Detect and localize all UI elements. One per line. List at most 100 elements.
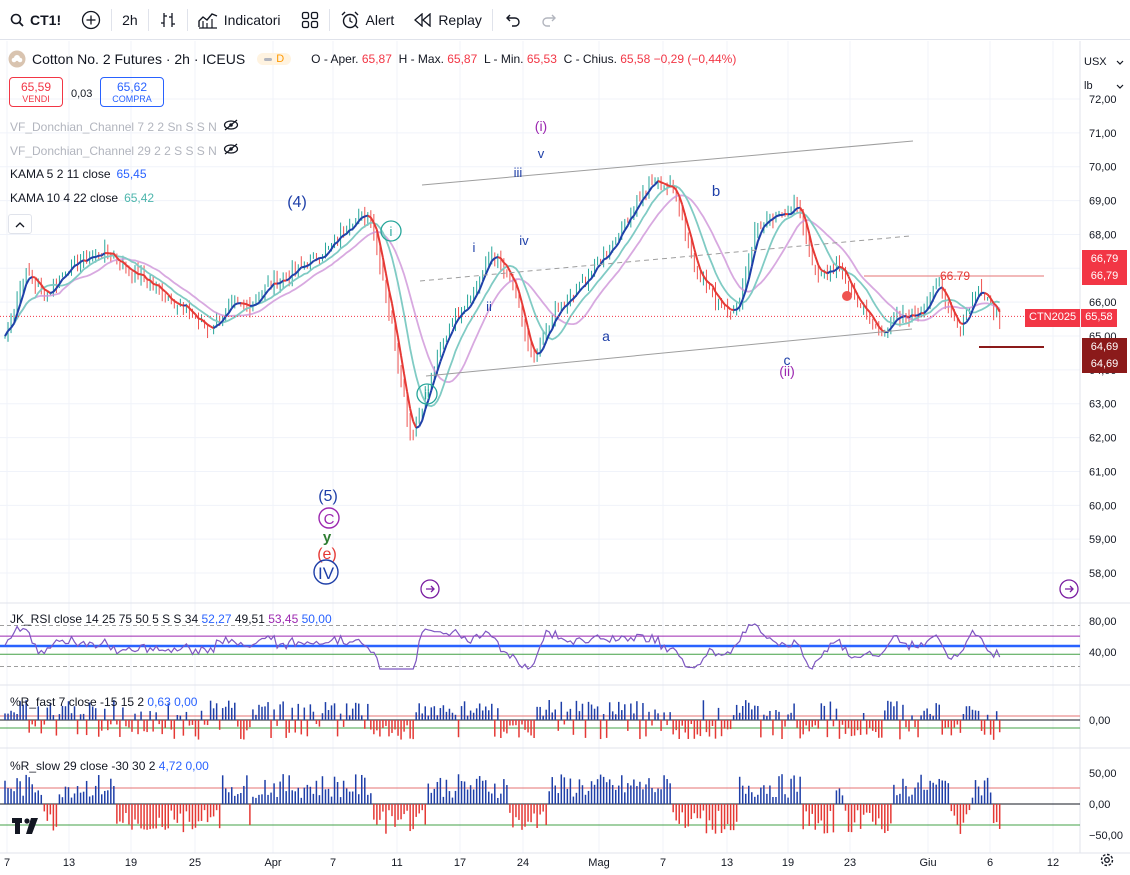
kama-fast-segment [279,279,284,284]
kama-fast-segment [427,390,433,401]
kama-fast-segment [267,286,272,292]
high-price-tag-2: 66,79 [1082,267,1127,285]
kama-fast-segment [554,316,560,323]
kama-fast-segment [524,314,530,329]
wr-slow-legend[interactable]: %R_slow 29 close -30 30 2 4,72 0,00 [10,759,209,773]
kama-fast-segment [387,289,393,304]
redo-button[interactable] [531,0,569,40]
buy-button[interactable]: 65,62 COMPRA [100,77,164,107]
indicators-button[interactable]: Indicatori [188,0,291,40]
eye-off-icon[interactable] [223,143,239,158]
kama-fast-segment [654,180,659,186]
kama-fast-segment [823,270,828,275]
kama-fast-segment [657,180,662,184]
time-axis-label: 24 [517,857,529,869]
wr-fast-value-1: 0,63 [147,695,171,709]
kama-fast-segment [632,209,638,217]
arrow-right-icon [426,585,435,593]
kama-fast-segment [868,311,874,317]
kama-fast-segment [572,294,578,300]
kama-fast-segment [95,254,100,258]
kama-fast-segment [681,204,687,217]
level-label: 66.79 [940,269,970,283]
time-axis-label: 13 [63,857,75,869]
donchian-mid-line [4,194,1001,384]
kama-fast-segment [747,266,753,280]
kama-fast-segment [651,183,656,188]
kama-fast-segment [956,316,962,324]
layouts-button[interactable] [291,0,329,40]
kama-fast-segment [258,298,263,304]
kama-fast-segment [865,308,871,313]
buy-price: 65,62 [116,80,148,94]
price-axis-label: 59,00 [1089,534,1117,546]
collapse-legend-button[interactable] [8,214,32,234]
kama-fast-segment [687,226,693,238]
kama-fast-segment [509,270,514,278]
donchian-legend-1[interactable]: VF_Donchian_Channel 7 2 2 Sn S S N [10,119,239,134]
kama-fast-segment [515,282,520,292]
kama-legend-1[interactable]: KAMA 5 2 11 close 65,45 [10,167,147,181]
kama-fast-segment [37,280,43,286]
kama-fast-segment [995,305,1001,313]
low-price-tag-2: 64,69 [1082,355,1127,373]
rsi-legend[interactable]: JK_RSI close 14 25 75 50 5 S S 34 52,27 … [10,612,332,626]
kama-fast-segment [693,248,699,261]
time-axis-label: 11 [391,857,402,869]
kama-fast-segment [309,260,315,265]
kama-fast-segment [361,215,366,219]
kama-fast-segment [723,303,729,308]
price-axis-label: 71,00 [1089,128,1117,140]
kama-fast-segment [766,220,771,225]
chart-type-button[interactable] [149,0,187,40]
symbol-search[interactable]: CT1! [0,0,71,40]
undo-button[interactable] [493,0,531,40]
kama-fast-segment [542,340,548,350]
compare-button[interactable] [71,0,111,40]
undo-icon [503,13,521,27]
chart-settings-button[interactable] [1097,852,1117,872]
kama-fast-segment [25,278,31,285]
kama-fast-segment [134,270,139,275]
kama-fast-segment [67,268,73,275]
donchian-legend-2[interactable]: VF_Donchian_Channel 29 2 2 S S S N [10,143,239,158]
price-axis-label: 72,00 [1089,94,1117,106]
kama-fast-segment [306,263,311,267]
kama-fast-segment [454,318,460,325]
wave-circle-c [318,507,340,529]
price-axis-label: 58,00 [1089,568,1117,580]
currency-selector[interactable]: USX [1081,52,1127,72]
kama-fast-segment [512,276,517,284]
kama-legend-2[interactable]: KAMA 10 4 22 close 65,42 [10,191,154,205]
wave-label-iii: iii [514,165,523,180]
kama-fast-segment [908,314,913,319]
replay-button[interactable]: Replay [404,0,492,40]
sell-button[interactable]: 65,59 VENDI [9,77,63,107]
kama-fast-segment [343,232,348,237]
wr-fast-legend[interactable]: %R_fast 7 close -15 15 2 0,63 0,00 [10,695,197,709]
kama-fast-segment [642,195,647,201]
kama-fast-segment [152,282,157,286]
rewind-icon [414,12,432,27]
interval-label: 2h [122,11,138,28]
kama-fast-segment [590,273,596,279]
rsi-value-2: 49,51 [234,612,265,626]
tradingview-logo[interactable] [12,818,44,839]
kama-fast-segment [850,282,856,290]
kama-fast-segment [799,207,805,213]
eye-off-icon[interactable] [223,119,239,134]
kama-fast-segment [216,323,221,327]
kama-fast-segment [545,333,551,342]
kama-fast-segment [403,373,409,392]
kama-fast-segment [412,420,418,429]
symbol-title[interactable]: Cotton No. 2 Futures · 2h · ICEUS [32,51,246,67]
kama-fast-segment [210,325,215,330]
kama-fast-segment [213,325,218,329]
unit-selector[interactable]: lb [1081,76,1127,96]
alert-button[interactable]: Alert [330,0,405,40]
chart-canvas[interactable]: 66.79(4)(5)Cy(e)IViiiiiiiiiivv(i)abc(ii)… [0,41,1130,875]
interval-button[interactable]: 2h [112,0,148,40]
kama-fast-segment [128,266,133,271]
toolbar-divider [186,8,188,31]
kama-fast-segment [769,218,774,222]
